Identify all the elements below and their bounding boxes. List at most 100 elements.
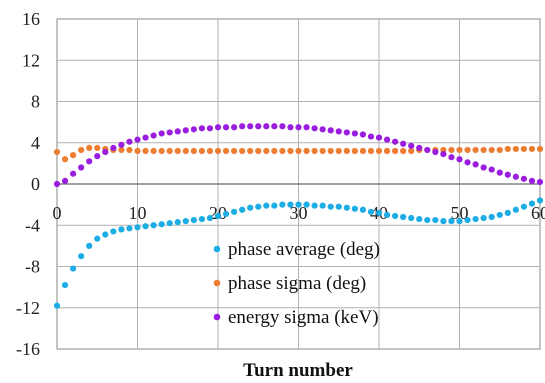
legend-label: phase sigma (deg) (228, 273, 366, 294)
data-point (166, 220, 173, 227)
legend-label: phase average (deg) (228, 239, 380, 260)
data-point (150, 222, 157, 229)
data-point (94, 153, 101, 160)
data-point (311, 147, 318, 155)
data-point (102, 231, 109, 238)
data-point (400, 147, 407, 155)
data-point (392, 212, 399, 220)
data-point (271, 123, 278, 130)
data-point (214, 147, 222, 155)
data-point (383, 211, 391, 219)
data-point (416, 144, 423, 152)
data-point (408, 214, 415, 222)
data-point (311, 125, 318, 132)
data-point (351, 130, 358, 137)
data-point (102, 148, 109, 156)
data-point (271, 147, 278, 155)
data-point (496, 146, 503, 154)
data-point (271, 202, 278, 209)
data-point (448, 218, 455, 225)
data-point (70, 152, 77, 159)
data-point (343, 147, 350, 155)
data-point (70, 170, 77, 177)
data-point (319, 202, 326, 209)
data-point (327, 203, 334, 210)
data-point (528, 145, 536, 153)
data-point (198, 125, 205, 132)
data-point (400, 213, 407, 221)
data-point (70, 265, 77, 272)
y-tick-label: -12 (16, 298, 40, 318)
data-point (78, 253, 85, 260)
data-point (496, 169, 503, 176)
data-point (303, 201, 310, 208)
y-tick-label: 4 (31, 133, 40, 153)
data-point (206, 125, 214, 132)
x-axis-title: Turn number (243, 360, 353, 381)
data-point (239, 147, 246, 155)
x-tick-label: 30 (290, 203, 308, 223)
data-point (480, 146, 487, 154)
data-point (311, 202, 318, 209)
data-point (319, 147, 326, 155)
data-point (61, 177, 69, 185)
data-point (367, 208, 375, 215)
data-point (472, 215, 479, 223)
data-point (432, 148, 439, 156)
data-point (464, 146, 471, 154)
data-point (174, 219, 181, 226)
data-point (231, 208, 238, 215)
data-point (343, 204, 350, 211)
data-point (126, 146, 133, 154)
data-point (263, 123, 270, 130)
data-point (295, 124, 302, 131)
data-point (359, 131, 366, 138)
data-point (279, 147, 286, 155)
data-point (359, 147, 366, 155)
data-point (520, 203, 528, 210)
y-tick-label: -8 (25, 257, 40, 277)
data-point (247, 123, 254, 130)
data-point (383, 136, 391, 143)
data-point (166, 147, 173, 155)
data-point (448, 146, 455, 154)
data-point (456, 146, 463, 154)
data-point (408, 147, 415, 155)
data-point (174, 128, 181, 135)
data-point (86, 242, 93, 249)
data-point (255, 147, 262, 155)
data-point (198, 147, 205, 155)
data-point (190, 126, 197, 133)
data-point (520, 145, 528, 153)
y-axis-tick-labels: 16 12 8 4 0 -4 -8 -12 -16 (16, 9, 40, 359)
data-point (206, 147, 214, 155)
x-tick-label: 10 (129, 203, 147, 223)
data-point (190, 216, 197, 224)
data-point (53, 302, 61, 309)
gridlines (57, 19, 540, 349)
data-point (488, 213, 495, 221)
data-point (528, 200, 536, 207)
data-point (367, 147, 375, 155)
legend: phase average (deg) phase sigma (deg) ener… (213, 239, 380, 328)
data-point (287, 147, 294, 155)
data-point (408, 142, 415, 149)
y-tick-label: 12 (22, 50, 40, 70)
data-point (480, 214, 487, 222)
data-point (375, 209, 383, 216)
data-point (375, 147, 383, 155)
y-tick-label: -16 (16, 339, 40, 359)
legend-label: energy sigma (keV) (228, 307, 379, 328)
data-point (464, 159, 471, 166)
data-point (400, 140, 407, 147)
data-point (86, 144, 93, 152)
data-point (343, 129, 350, 136)
data-point (327, 147, 334, 155)
data-point (247, 204, 254, 211)
data-point (126, 225, 133, 232)
data-point (255, 203, 262, 210)
data-point (416, 215, 423, 223)
data-point (110, 144, 117, 152)
data-point (206, 214, 214, 222)
